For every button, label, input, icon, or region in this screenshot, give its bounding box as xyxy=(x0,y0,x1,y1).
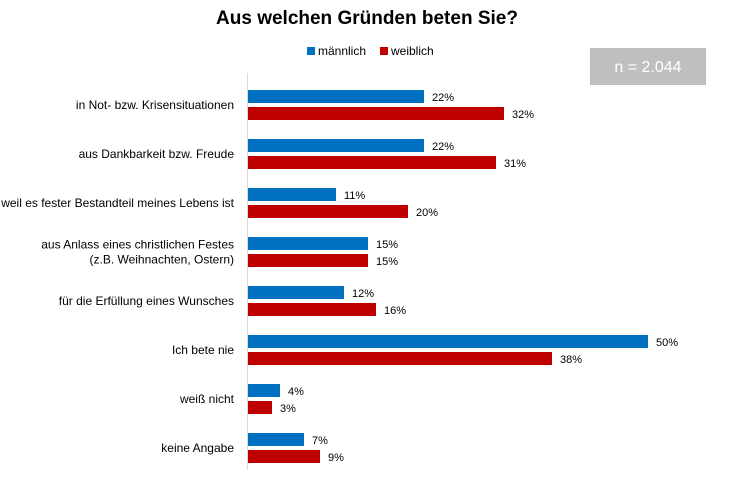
data-label-weiblich-1: 32% xyxy=(512,109,534,121)
data-label-maennlich-1: 22% xyxy=(432,92,454,104)
data-label-maennlich-5: 12% xyxy=(352,288,374,300)
category-label-5: für die Erfüllung eines Wunsches xyxy=(59,294,234,308)
data-label-weiblich-4: 15% xyxy=(376,256,398,268)
bar-weiblich-2 xyxy=(248,156,496,169)
data-label-weiblich-5: 16% xyxy=(384,305,406,317)
sample-size-text: n = 2.044 xyxy=(614,59,681,76)
category-label-8: keine Angabe xyxy=(161,441,234,455)
bar-maennlich-3 xyxy=(248,188,336,201)
category-label-2: aus Dankbarkeit bzw. Freude xyxy=(79,147,235,161)
bar-weiblich-6 xyxy=(248,352,552,365)
chart-title: Aus welchen Gründen beten Sie? xyxy=(216,8,518,29)
sample-size-note: n = 2.044 xyxy=(590,48,706,85)
sample-size-box xyxy=(590,48,706,85)
data-label-weiblich-6: 38% xyxy=(560,354,582,366)
bar-weiblich-3 xyxy=(248,205,408,218)
category-label-6: Ich bete nie xyxy=(172,343,234,357)
bar-weiblich-7 xyxy=(248,401,272,414)
data-label-maennlich-7: 4% xyxy=(288,386,304,398)
data-label-weiblich-8: 9% xyxy=(328,452,344,464)
category-label-4-line-2: (z.B. Weihnachten, Ostern) xyxy=(89,253,234,267)
bar-weiblich-8 xyxy=(248,450,320,463)
category-label-1: in Not- bzw. Krisensituationen xyxy=(76,98,234,112)
bar-maennlich-1 xyxy=(248,90,424,103)
data-label-maennlich-6: 50% xyxy=(656,337,678,349)
data-label-weiblich-2: 31% xyxy=(504,158,526,170)
data-label-weiblich-3: 20% xyxy=(416,207,438,219)
bar-maennlich-7 xyxy=(248,384,280,397)
legend-label-maennlich: männlich xyxy=(318,44,366,58)
data-label-maennlich-4: 15% xyxy=(376,239,398,251)
legend-swatch-maennlich xyxy=(307,47,315,55)
bar-maennlich-6 xyxy=(248,335,648,348)
data-label-weiblich-7: 3% xyxy=(280,403,296,415)
category-label-4-line-1: aus Anlass eines christlichen Festes xyxy=(41,238,234,252)
bar-weiblich-1 xyxy=(248,107,504,120)
bars: in Not- bzw. Krisensituationen 22% 32% aus … xyxy=(0,90,678,464)
category-label-3: weil es fester Bestandteil meines Lebens… xyxy=(0,196,234,210)
bar-maennlich-5 xyxy=(248,286,344,299)
category-label-7: weiß nicht xyxy=(179,392,235,406)
legend: männlich weiblich xyxy=(307,44,434,58)
legend-swatch-weiblich xyxy=(380,47,388,55)
bar-weiblich-4 xyxy=(248,254,368,267)
data-label-maennlich-8: 7% xyxy=(312,435,328,447)
data-label-maennlich-2: 22% xyxy=(432,141,454,153)
data-label-maennlich-3: 11% xyxy=(344,190,365,202)
bar-maennlich-4 xyxy=(248,237,368,250)
bar-maennlich-2 xyxy=(248,139,424,152)
legend-label-weiblich: weiblich xyxy=(390,44,434,58)
bar-maennlich-8 xyxy=(248,433,304,446)
bar-weiblich-5 xyxy=(248,303,376,316)
